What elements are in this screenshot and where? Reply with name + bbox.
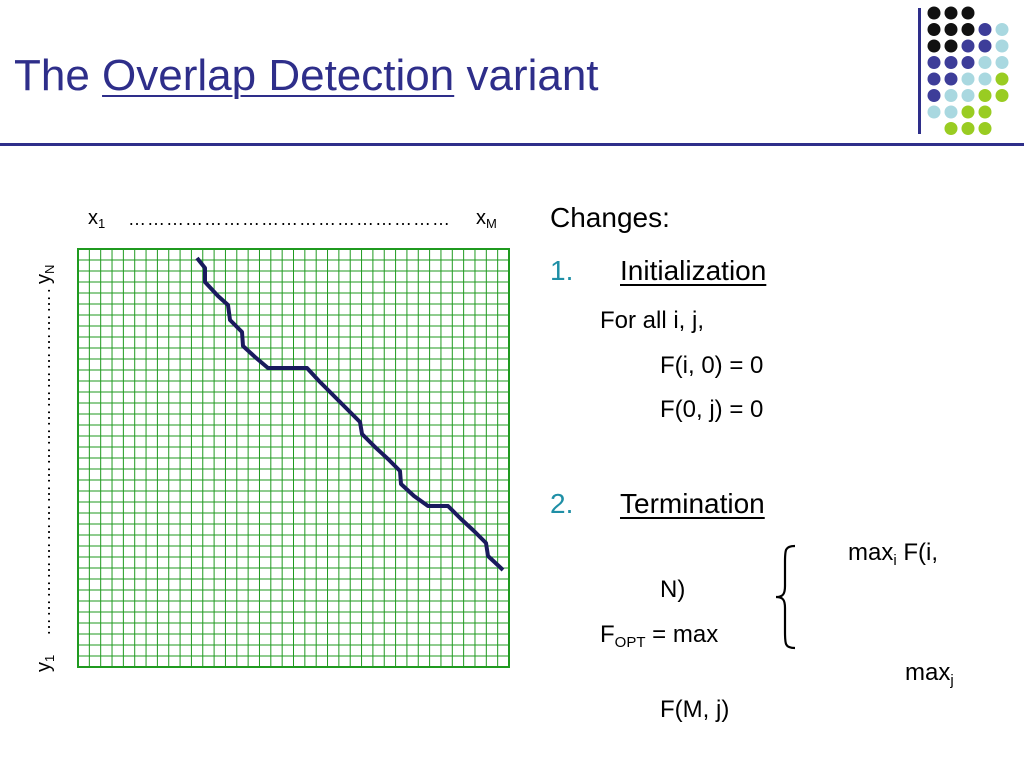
x-axis-dots: ………………………………………………………………………………	[128, 210, 450, 228]
decorative-dot	[995, 89, 1009, 102]
decorative-dot	[978, 89, 992, 102]
decorative-dot	[995, 72, 1009, 86]
y-last-label: yN	[33, 264, 57, 284]
decorative-dot	[961, 56, 975, 69]
decorative-dot	[927, 89, 941, 102]
f-opt-text: FOPT = max	[600, 621, 719, 651]
item1-number: 1.	[550, 255, 574, 286]
init-equation-1: F(i, 0) = 0	[660, 352, 764, 379]
decorative-dot	[995, 56, 1009, 69]
item1-label: Initialization	[620, 255, 767, 286]
decorative-dot	[944, 6, 958, 20]
title-vertical-rule	[918, 8, 921, 134]
y-axis-dots: ………………………………………………………………………………	[35, 286, 53, 636]
y-first-label: y1	[33, 654, 57, 672]
max-i-close: N)	[660, 576, 686, 603]
decorative-dot	[944, 39, 958, 53]
matrix-grid-lines	[78, 249, 509, 667]
decorative-dot	[978, 105, 992, 119]
curly-brace	[775, 544, 796, 650]
decorative-dot	[995, 39, 1009, 53]
decorative-dot	[944, 105, 958, 119]
decorative-dot	[944, 89, 958, 102]
decorative-dot	[961, 122, 975, 135]
decorative-dot	[927, 56, 941, 69]
decorative-dot	[978, 72, 992, 86]
decorative-dot	[944, 56, 958, 69]
decorative-dot	[927, 105, 941, 119]
decorative-dot	[961, 72, 975, 86]
x-first-label: x1	[88, 207, 106, 231]
decorative-dot	[961, 89, 975, 102]
max-j-close: F(M, j)	[660, 696, 730, 723]
decorative-dot	[927, 23, 941, 36]
decorative-dot	[978, 122, 992, 135]
decorative-dot	[944, 23, 958, 36]
title-link[interactable]: Overlap Detection	[102, 51, 455, 100]
title-horizontal-rule	[0, 143, 1024, 146]
for-all-text: For all i, j,	[600, 307, 705, 334]
alignment-path	[195, 256, 505, 572]
decorative-dot	[961, 105, 975, 119]
item2-label: Termination	[620, 488, 765, 519]
changes-heading: Changes:	[550, 202, 670, 233]
max-j-text: maxj	[905, 659, 954, 689]
decorative-dot	[927, 72, 941, 86]
decorative-dot	[927, 6, 941, 20]
decorative-dot	[944, 122, 958, 135]
title-prefix: The	[14, 51, 103, 100]
decorative-dot	[995, 23, 1009, 36]
decorative-dot-pattern	[927, 6, 1009, 135]
matrix-border	[77, 248, 510, 668]
init-equation-2: F(0, j) = 0	[660, 396, 764, 423]
decorative-dot	[944, 72, 958, 86]
decorative-dot	[961, 23, 975, 36]
decorative-dot	[927, 39, 941, 53]
decorative-dot	[978, 39, 992, 53]
decorative-dot	[961, 6, 975, 20]
decorative-dot	[961, 39, 975, 53]
decorative-dot	[978, 56, 992, 69]
slide-title: The Overlap Detection variant	[14, 54, 599, 98]
decorative-dot	[978, 23, 992, 36]
max-i-text: maxi F(i,	[848, 539, 939, 569]
item2-number: 2.	[550, 488, 574, 519]
title-suffix: variant	[454, 51, 599, 100]
x-last-label: xM	[476, 207, 497, 231]
